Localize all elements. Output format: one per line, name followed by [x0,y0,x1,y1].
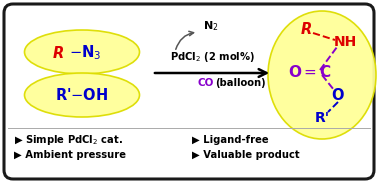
Text: (balloon): (balloon) [215,78,266,88]
Text: ▶ Valuable product: ▶ Valuable product [192,150,300,160]
Text: ▶ Ligand-free: ▶ Ligand-free [192,135,269,145]
Text: ▶ Simple PdCl$_2$ cat.: ▶ Simple PdCl$_2$ cat. [14,133,123,147]
FancyBboxPatch shape [4,4,374,179]
Text: $-$N$_3$: $-$N$_3$ [69,44,101,62]
Text: O$=$C: O$=$C [288,64,332,80]
Text: NH: NH [333,35,356,49]
Text: R': R' [314,111,330,125]
Text: R: R [53,46,64,61]
Text: R'$-$OH: R'$-$OH [55,87,108,103]
Text: CO: CO [197,78,213,88]
FancyArrowPatch shape [176,31,194,49]
Ellipse shape [25,73,139,117]
Ellipse shape [25,30,139,74]
Text: R: R [301,23,311,38]
Text: O: O [332,89,344,104]
Ellipse shape [268,11,376,139]
Text: N$_2$: N$_2$ [203,19,218,33]
Text: ▶ Ambient pressure: ▶ Ambient pressure [14,150,126,160]
Text: PdCl$_2$ (2 mol%): PdCl$_2$ (2 mol%) [169,50,254,64]
